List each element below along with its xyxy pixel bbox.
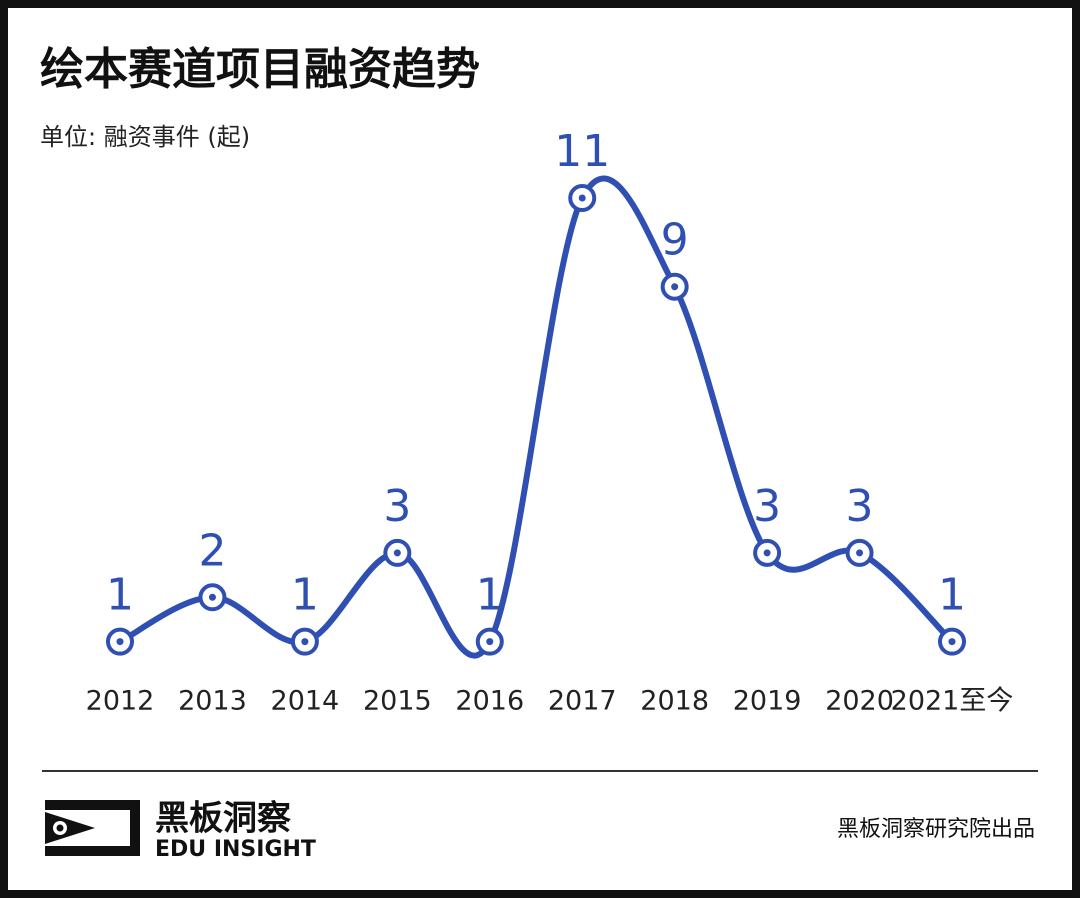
point-center (948, 638, 956, 646)
x-tick-label: 2021至今 (891, 686, 1014, 717)
x-tick-label: 2016 (455, 686, 524, 717)
point-center (856, 549, 864, 557)
data-label: 1 (938, 570, 966, 621)
data-label: 1 (476, 570, 504, 621)
point-center (578, 194, 586, 202)
x-tick-label: 2012 (86, 686, 155, 717)
x-tick-label: 2019 (733, 686, 802, 717)
logo (45, 800, 140, 856)
credit: 黑板洞察研究院出品 (837, 817, 1035, 842)
point-center (486, 638, 494, 646)
data-label: 2 (198, 525, 226, 576)
point-center (671, 283, 679, 291)
x-tick-label: 2020 (825, 686, 894, 717)
data-label: 3 (383, 481, 411, 532)
point-center (301, 638, 309, 646)
x-tick-label: 2015 (363, 686, 432, 717)
x-tick-label: 2018 (640, 686, 709, 717)
chart-subtitle: 单位: 融资事件 (起) (40, 123, 250, 151)
data-label: 11 (554, 126, 610, 177)
point-center (393, 549, 401, 557)
data-label: 3 (753, 481, 781, 532)
point-center (116, 638, 124, 646)
data-label: 9 (661, 215, 689, 266)
x-tick-label: 2013 (178, 686, 247, 717)
point-center (208, 593, 216, 601)
chart-title: 绘本赛道项目融资趋势 (40, 44, 480, 95)
brand-en: EDU INSIGHT (155, 837, 316, 862)
brand: 黑板洞察 (155, 799, 291, 839)
x-tick-label: 2017 (548, 686, 617, 717)
x-tick-label: 2014 (271, 686, 340, 717)
data-label: 1 (106, 570, 134, 621)
data-label: 1 (291, 570, 319, 621)
data-label: 3 (846, 481, 874, 532)
point-center (763, 549, 771, 557)
